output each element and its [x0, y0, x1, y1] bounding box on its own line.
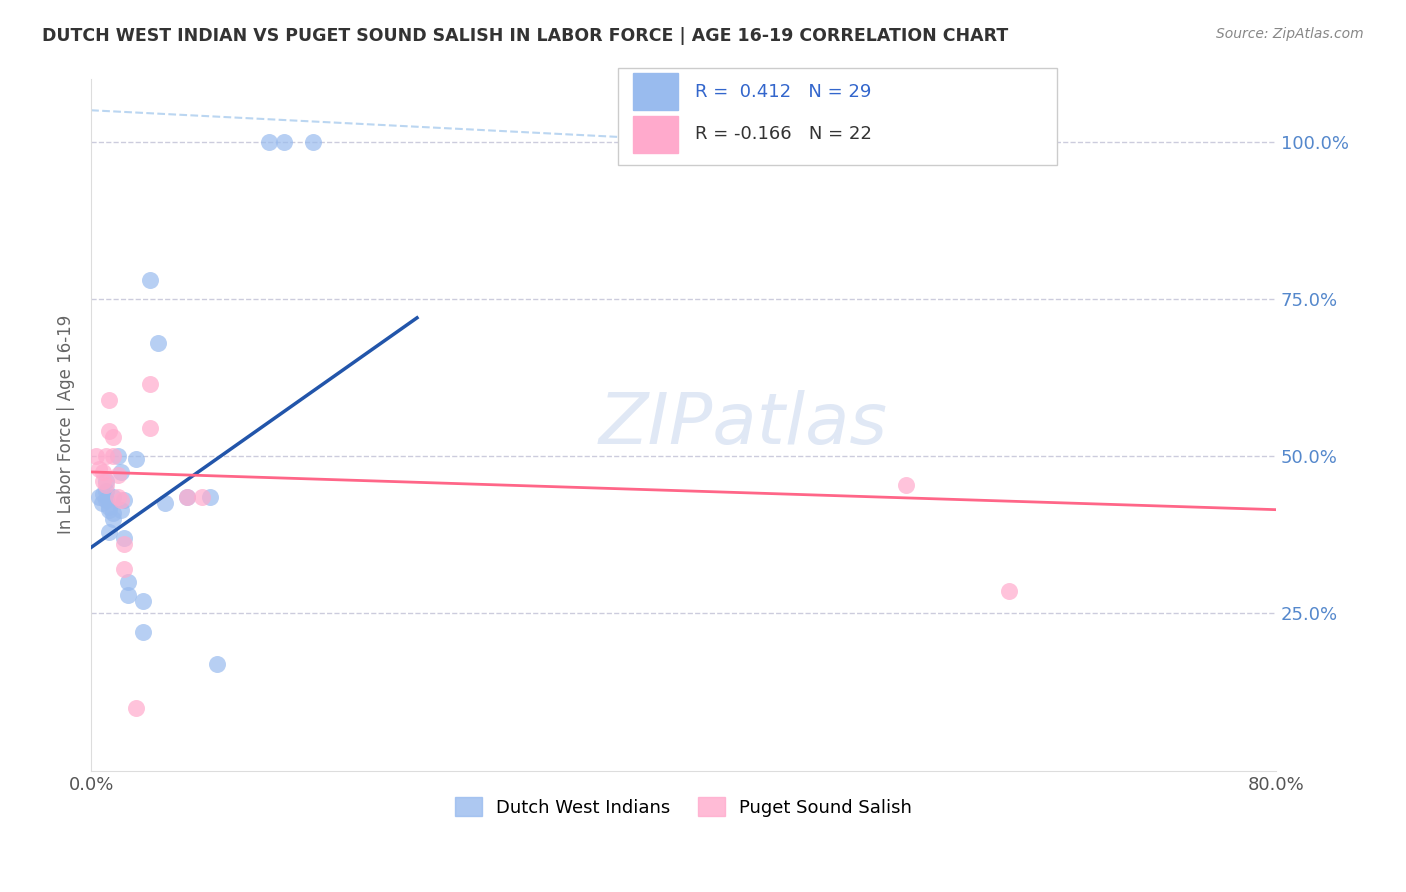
Point: [97, 500, 120, 514]
Point: [91, 465, 114, 479]
Point: [110, 465, 132, 479]
Point: [103, 506, 125, 520]
Point: [94, 493, 117, 508]
Y-axis label: In Labor Force | Age 16-19: In Labor Force | Age 16-19: [58, 315, 75, 534]
Point: [176, 490, 198, 504]
Point: [103, 449, 125, 463]
Point: [94, 477, 117, 491]
Point: [139, 273, 162, 287]
Point: [110, 493, 132, 508]
Point: [94, 483, 117, 498]
Point: [97, 524, 120, 539]
Point: [97, 502, 120, 516]
Point: [124, 700, 146, 714]
Point: [97, 392, 120, 407]
Text: R =  0.412   N = 29: R = 0.412 N = 29: [696, 83, 872, 101]
Point: [87, 490, 110, 504]
Point: [87, 462, 110, 476]
Point: [146, 336, 169, 351]
Point: [94, 449, 117, 463]
FancyBboxPatch shape: [633, 73, 678, 110]
Point: [112, 531, 135, 545]
Point: [94, 475, 117, 489]
Point: [302, 135, 325, 149]
Point: [257, 135, 280, 149]
Point: [139, 421, 162, 435]
Point: [112, 493, 135, 508]
Point: [117, 588, 139, 602]
Point: [176, 490, 198, 504]
Point: [153, 496, 176, 510]
Point: [132, 594, 155, 608]
Text: Source: ZipAtlas.com: Source: ZipAtlas.com: [1216, 27, 1364, 41]
Legend: Dutch West Indians, Puget Sound Salish: Dutch West Indians, Puget Sound Salish: [447, 790, 920, 824]
Point: [191, 490, 214, 504]
Point: [107, 490, 129, 504]
Point: [90, 496, 112, 510]
Point: [198, 490, 221, 504]
Point: [112, 562, 135, 576]
Text: DUTCH WEST INDIAN VS PUGET SOUND SALISH IN LABOR FORCE | AGE 16-19 CORRELATION C: DUTCH WEST INDIAN VS PUGET SOUND SALISH …: [42, 27, 1008, 45]
Point: [107, 449, 129, 463]
Point: [97, 424, 120, 438]
Point: [103, 490, 125, 504]
Point: [84, 449, 107, 463]
Point: [998, 584, 1021, 599]
Point: [894, 477, 917, 491]
FancyBboxPatch shape: [633, 116, 678, 153]
Point: [103, 430, 125, 444]
Point: [205, 657, 228, 671]
Point: [91, 475, 114, 489]
Point: [124, 452, 146, 467]
Text: ZIPatlas: ZIPatlas: [599, 391, 887, 459]
Point: [139, 376, 162, 391]
Point: [91, 487, 114, 501]
Point: [107, 468, 129, 483]
Point: [103, 512, 125, 526]
Point: [110, 502, 132, 516]
Point: [112, 537, 135, 551]
Point: [117, 574, 139, 589]
Point: [273, 135, 295, 149]
Point: [132, 625, 155, 640]
FancyBboxPatch shape: [619, 69, 1057, 165]
Text: R = -0.166   N = 22: R = -0.166 N = 22: [696, 125, 872, 144]
